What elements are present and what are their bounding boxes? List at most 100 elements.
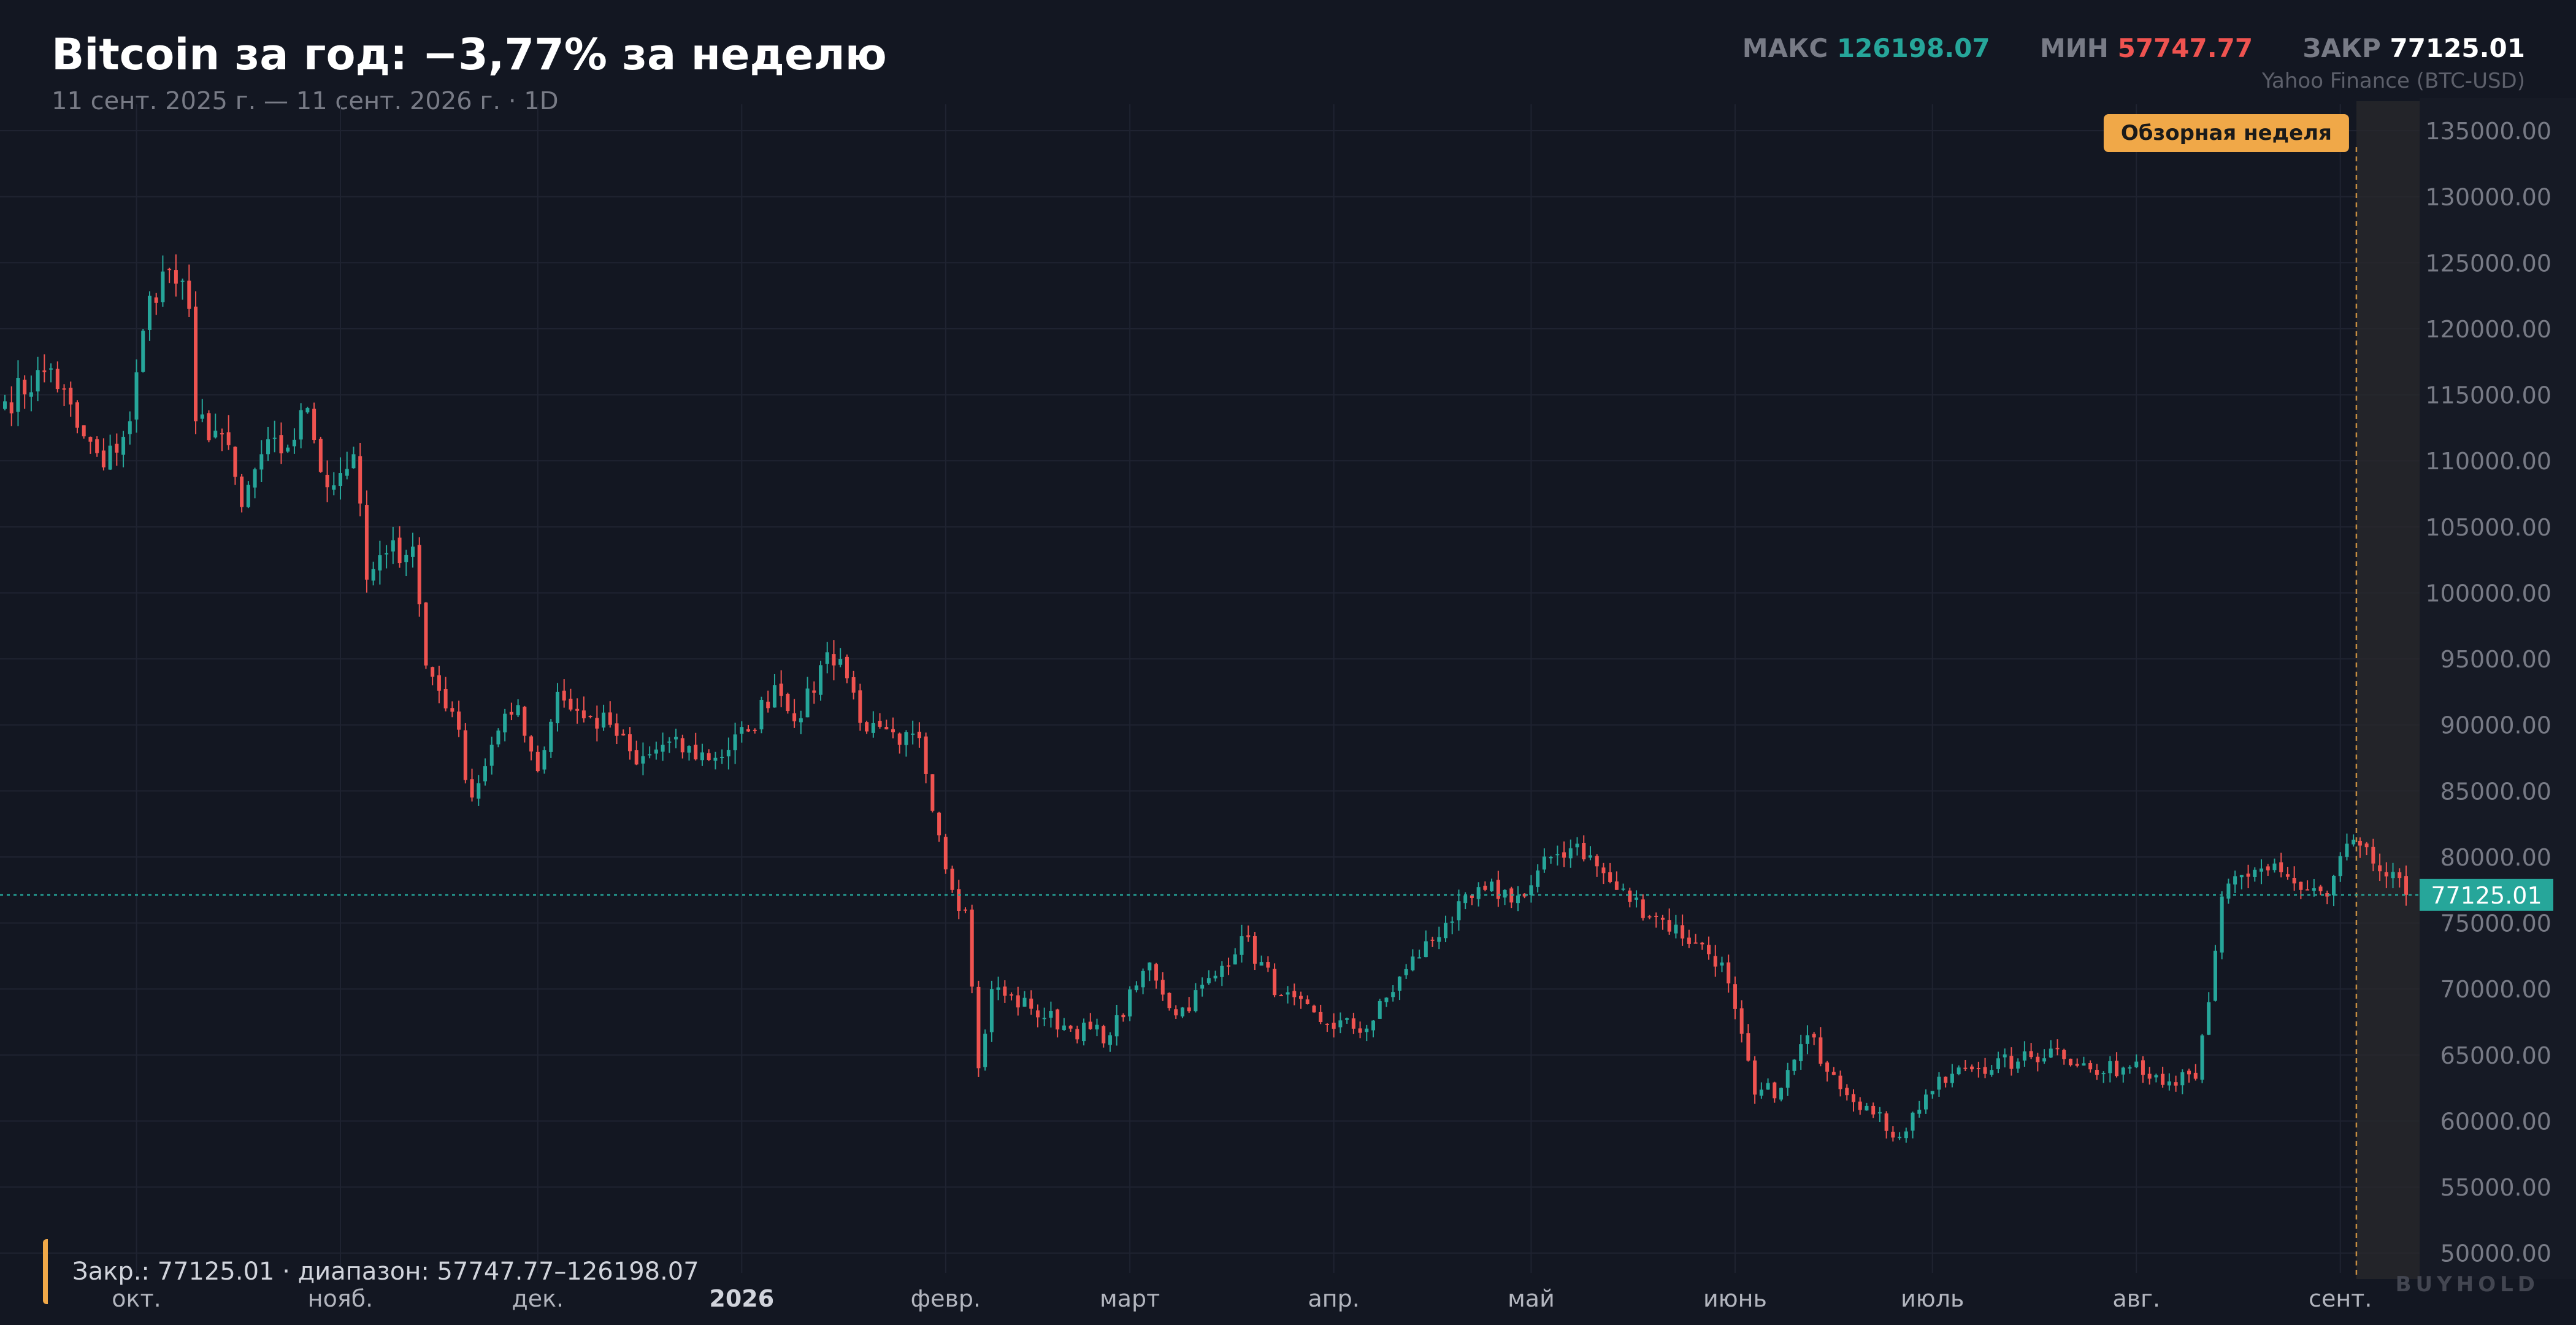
candle-body [266, 439, 270, 455]
candle-body [1549, 856, 1553, 859]
candle-body [2364, 843, 2369, 848]
candle-body [378, 555, 382, 570]
x-tick-label: сент. [2309, 1285, 2372, 1312]
candle-body [240, 476, 244, 507]
candle-body [588, 716, 592, 718]
candle-body [661, 744, 665, 752]
candle-body [687, 746, 691, 753]
candle-body [542, 750, 546, 770]
candle-body [2068, 1058, 2072, 1066]
candle-body [1016, 995, 1020, 1008]
candle-body [1470, 895, 1474, 898]
candle-body [602, 712, 606, 728]
candle-body [2016, 1061, 2020, 1069]
candle-body [351, 454, 356, 469]
candle-body [970, 909, 974, 987]
candle-body [1805, 1035, 1809, 1044]
candle-body [16, 377, 20, 412]
candle-body [36, 370, 40, 392]
candle-body [569, 699, 573, 710]
candle-body [1062, 1025, 1066, 1031]
y-tick-label: 100000.00 [2426, 580, 2552, 607]
candle-body [1220, 966, 1224, 977]
candle-body [2318, 886, 2323, 891]
candle-body [865, 722, 869, 732]
candle-body [694, 744, 698, 759]
candle-body [516, 705, 520, 716]
candle-body [174, 270, 178, 284]
candle-body [279, 435, 283, 454]
y-tick-label: 130000.00 [2426, 184, 2552, 211]
candle-body [161, 271, 165, 302]
candle-body [9, 402, 13, 413]
candle-body [1898, 1137, 1902, 1139]
candle-body [897, 733, 902, 745]
candle-body [404, 555, 408, 563]
candle-body [1660, 918, 1665, 920]
candle-body [1970, 1066, 1974, 1070]
candle-body [417, 545, 421, 605]
candle-body [2095, 1069, 2099, 1075]
candle-body [2220, 896, 2224, 953]
candle-body [88, 437, 93, 442]
candle-body [115, 444, 119, 453]
candle-body [431, 667, 435, 677]
candle-body [1056, 1009, 1060, 1030]
candle-body [2062, 1050, 2066, 1059]
candle-body [272, 437, 277, 439]
candle-body [483, 766, 487, 782]
candle-body [1831, 1072, 1836, 1075]
x-tick-label: окт. [112, 1285, 161, 1312]
candle-body [332, 485, 336, 490]
candle-body [562, 690, 566, 701]
y-tick-label: 135000.00 [2426, 118, 2552, 145]
candle-body [1891, 1131, 1895, 1138]
candle-body [29, 392, 33, 397]
candle-body [23, 379, 27, 394]
candle-body [1562, 852, 1566, 858]
candle-body [608, 712, 612, 725]
candle-body [819, 665, 823, 695]
candle-body [2108, 1061, 2112, 1073]
candle-body [1187, 1007, 1191, 1012]
candle-body [1667, 920, 1671, 932]
y-tick-label: 75000.00 [2440, 910, 2551, 937]
candle-body [1983, 1067, 1987, 1074]
y-tick-label: 55000.00 [2440, 1174, 2551, 1201]
y-tick-label: 110000.00 [2426, 448, 2552, 475]
candle-body [1463, 895, 1468, 904]
candle-body [1319, 1012, 1323, 1023]
candle-body [983, 1034, 987, 1067]
candle-body [1568, 848, 1573, 859]
candle-body [1884, 1113, 1888, 1131]
candle-body [1358, 1028, 1362, 1033]
candle-body [904, 732, 908, 745]
candle-body [851, 677, 856, 693]
candle-body [2226, 883, 2231, 899]
candle-body [976, 986, 981, 1069]
candle-body [2207, 1002, 2211, 1035]
candle-body [1707, 945, 1711, 954]
candle-body [1279, 995, 1283, 997]
candle-body [2128, 1067, 2132, 1069]
candle-body [49, 368, 53, 370]
candle-body [75, 402, 79, 428]
candle-body [1819, 1037, 1823, 1064]
candle-body [1483, 885, 1487, 890]
candle-body [2312, 888, 2316, 891]
candle-body [700, 752, 704, 761]
y-tick-label: 65000.00 [2440, 1042, 2551, 1069]
candle-body [1206, 978, 1211, 983]
x-tick-label: июнь [1703, 1285, 1767, 1312]
candle-body [641, 756, 645, 764]
review-week-badge [2103, 114, 2349, 152]
candle-body [411, 547, 415, 557]
close-value: 77125.01 [2390, 33, 2525, 63]
candle-body [1457, 901, 1461, 921]
candle-body [1957, 1067, 1961, 1075]
candle-body [1430, 939, 1435, 941]
candle-body [1930, 1091, 1934, 1095]
candle-body [200, 414, 204, 419]
candle-body [930, 774, 935, 811]
